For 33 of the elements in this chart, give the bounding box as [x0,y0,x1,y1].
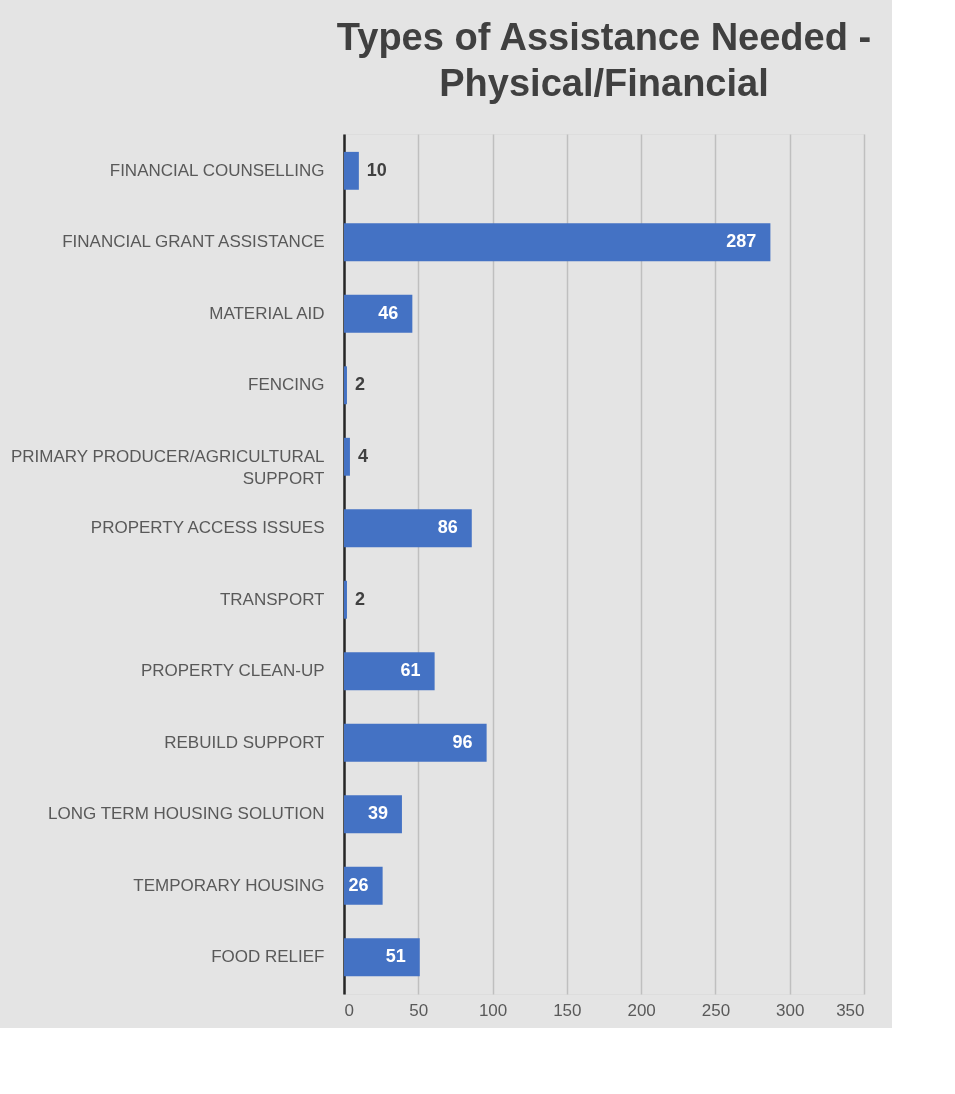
y-tick-label: TRANSPORT [219,589,325,609]
data-label: 51 [385,946,406,967]
chart-title: Types of Assistance Needed - Physical/Financial [336,16,872,104]
x-tick-label: 300 [776,1000,805,1020]
x-tick-label: 100 [478,1000,508,1020]
y-tick-label: FOOD RELIEF [211,947,325,967]
y-tick-label: FINANCIAL COUNSELLING [109,160,325,180]
data-label: 2 [354,374,365,395]
x-tick-label: 150 [553,1000,582,1020]
y-tick-label: REBUILD SUPPORT [164,732,325,752]
y-tick-label: MATERIAL AID [209,303,325,323]
y-tick-label: PRIMARY PRODUCER/AGRICULTURAL SUPPORT [10,446,325,488]
data-label: 10 [366,159,387,180]
y-tick-label: PROPERTY ACCESS ISSUES [90,518,325,538]
data-label: 2 [354,588,365,609]
x-tick-label: 0 [344,1000,354,1020]
x-tick-label: 200 [627,1000,656,1020]
x-tick-label: 50 [409,1000,429,1020]
x-tick-label: 350 [836,1000,865,1020]
data-label: 96 [452,731,473,752]
y-tick-label: PROPERTY CLEAN-UP [140,661,325,681]
data-label: 46 [378,302,399,323]
y-tick-label: TEMPORARY HOUSING [133,875,325,895]
data-label: 86 [437,517,458,538]
data-label: 287 [726,231,757,252]
y-tick-label: FINANCIAL GRANT ASSISTANCE [62,232,325,252]
x-tick-label: 250 [701,1000,731,1020]
data-label: 4 [357,445,368,466]
y-tick-label: FENCING [248,375,325,395]
data-label: 39 [367,803,388,824]
data-label: 26 [348,874,369,895]
data-label: 61 [400,660,421,681]
y-tick-label: LONG TERM HOUSING SOLUTION [48,804,325,824]
